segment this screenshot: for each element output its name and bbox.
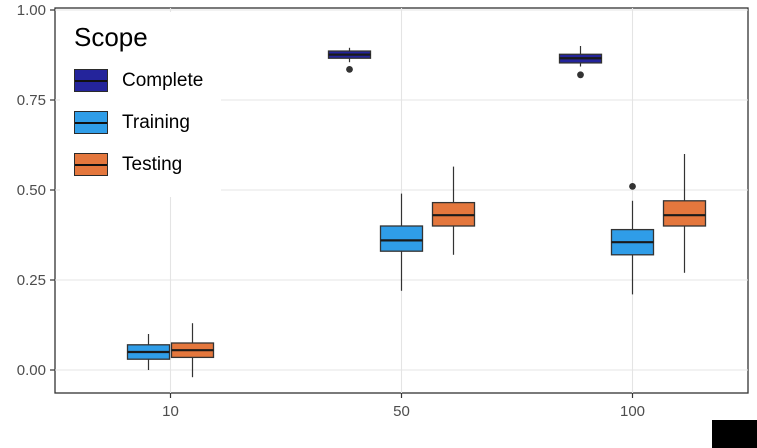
- black-corner-artifact: [712, 420, 757, 448]
- x-axis-tick-label: 50: [393, 403, 410, 420]
- box-training-50: [379, 225, 424, 252]
- legend-entry-complete: Complete: [74, 69, 203, 92]
- legend-label-training: Training: [122, 111, 190, 133]
- legend-key-training-swatch: [74, 111, 108, 134]
- legend-title: Scope: [74, 22, 148, 52]
- legend-key-median-line: [75, 121, 107, 124]
- outlier-point-training-100: [629, 183, 636, 190]
- legend-key-median-line: [75, 79, 107, 82]
- legend: Scope Complete Training Testing: [60, 12, 222, 197]
- box-testing-100: [662, 200, 707, 227]
- y-axis-tick-label: 0.00: [17, 362, 46, 379]
- legend-key-median-line: [75, 163, 107, 166]
- outlier-point-complete-100: [577, 71, 584, 79]
- legend-entry-training: Training: [74, 111, 203, 134]
- legend-key-testing-swatch: [74, 153, 108, 176]
- legend-label-complete: Complete: [122, 69, 204, 91]
- legend-key-complete-swatch: [74, 69, 108, 92]
- y-axis-tick-label: 1.00: [17, 2, 46, 19]
- x-axis-tick-label: 10: [162, 403, 179, 420]
- y-axis-tick-label: 0.75: [17, 92, 46, 109]
- legend-label-testing: Testing: [122, 153, 183, 175]
- y-axis-tick-label: 0.25: [17, 272, 46, 289]
- x-axis-tick-label: 100: [620, 403, 645, 420]
- y-axis-tick-label: 0.50: [17, 182, 46, 199]
- legend-entry-testing: Testing: [74, 153, 203, 176]
- outlier-point-complete-50: [346, 66, 353, 73]
